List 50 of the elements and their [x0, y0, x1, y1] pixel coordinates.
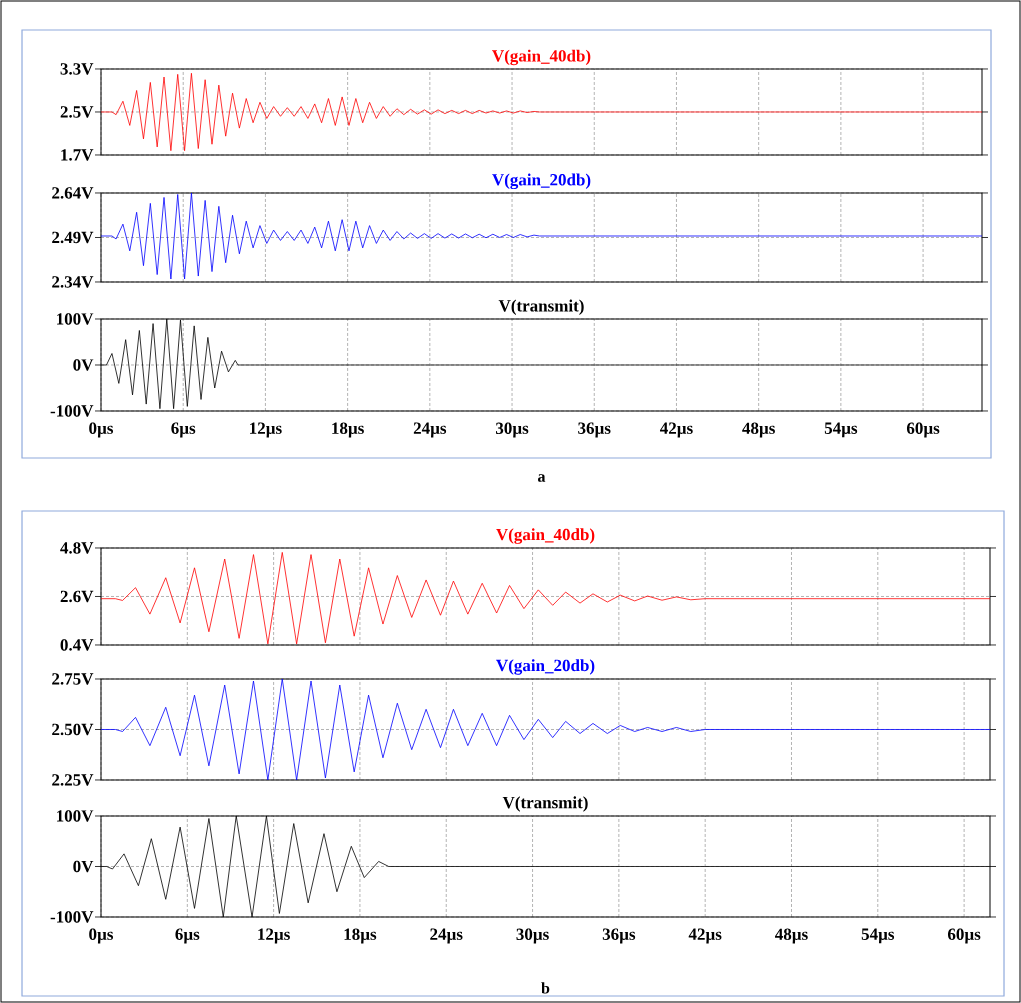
text: V(gain_20db): [496, 659, 595, 675]
x-tick-label: 42µs: [659, 422, 693, 438]
x-tick-label: 30µs: [495, 422, 529, 438]
x-tick-label: 36µs: [578, 422, 611, 438]
y-tick-label: 0V: [73, 860, 94, 873]
x-tick-label: 42µs: [688, 928, 722, 944]
x-tick-label: 18µs: [344, 928, 377, 944]
x-tick-label: 24µs: [430, 928, 463, 944]
text: V(gain_40db): [492, 49, 591, 66]
text: V(gain_40db): [496, 528, 595, 544]
y-tick-label: -100V: [50, 405, 94, 417]
x-tick-label: 36µs: [602, 928, 636, 944]
y-tick-label: 4.8V: [60, 542, 94, 554]
y-tick-label: 0V: [73, 359, 94, 371]
line-series: [100, 551, 991, 645]
y-tick-label: 2.25V: [52, 774, 94, 786]
x-tick-label: 54µs: [824, 422, 858, 438]
x-tick-label: 60µs: [947, 928, 981, 944]
y-tick-label: 100V: [57, 313, 94, 325]
line-series: [100, 72, 983, 152]
y-tick-label: 1.7V: [61, 149, 94, 161]
text: V(gain_20db): [492, 173, 591, 190]
text: V(transmit): [502, 796, 588, 812]
x-tick-label: 48µs: [775, 928, 808, 944]
x-tick-label: 6µs: [175, 928, 200, 944]
y-tick-label: 2.5V: [60, 106, 94, 118]
x-tick-label: 0µs: [89, 928, 114, 944]
y-tick-label: 3.3V: [60, 63, 94, 75]
y-tick-label: -100V: [50, 911, 94, 923]
x-tick-label: 48µs: [742, 422, 775, 438]
x-tick-label: 54µs: [861, 928, 895, 944]
y-tick-label: 2.75V: [52, 673, 94, 685]
x-tick-label: 6µs: [171, 422, 196, 438]
x-tick-label: 60µs: [906, 422, 940, 438]
x-tick-label: 0µs: [89, 422, 114, 438]
text: b: [541, 982, 550, 994]
y-tick-label: 2.64V: [52, 187, 94, 199]
x-tick-label: 30µs: [516, 928, 549, 944]
y-tick-label: 2.49V: [52, 231, 94, 244]
y-tick-label: 2.34V: [52, 276, 94, 288]
x-tick-label: 24µs: [413, 422, 447, 438]
y-tick-label: 2.50V: [52, 723, 94, 736]
y-tick-label: 2.6V: [60, 590, 94, 603]
x-tick-label: 12µs: [250, 422, 282, 438]
x-tick-label: 12µs: [258, 928, 290, 944]
text: V(transmit): [498, 299, 584, 316]
x-tick-label: 18µs: [332, 422, 364, 438]
text: a: [538, 474, 546, 482]
y-tick-label: 100V: [57, 810, 94, 822]
y-tick-label: 0.4V: [60, 639, 94, 651]
